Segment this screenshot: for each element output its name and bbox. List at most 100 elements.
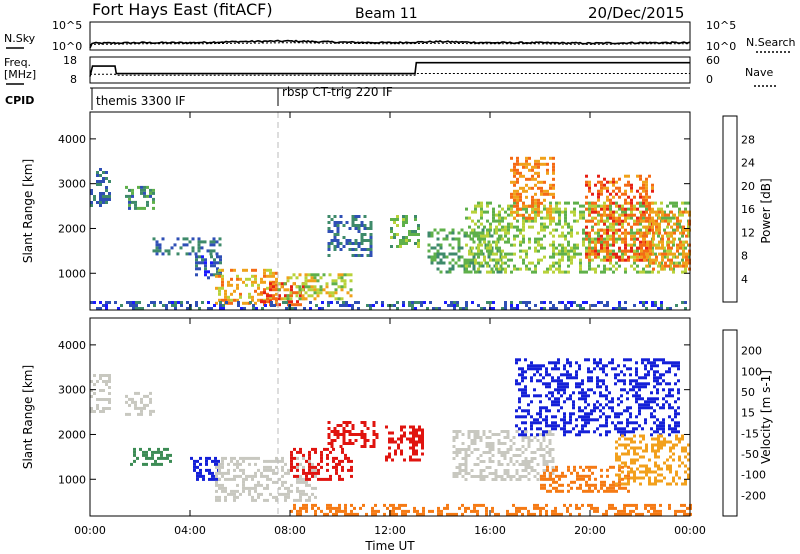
heatmap-cell [140,191,143,195]
heatmap-cell [662,361,665,365]
heatmap-cell [554,512,557,516]
heatmap-cell [169,459,172,463]
heatmap-cell [687,467,690,471]
heatmap-cell [99,174,102,177]
heatmap-cell [651,304,654,307]
velocity-cells [90,358,692,516]
heatmap-cell [557,388,560,392]
heatmap-cell [468,249,471,253]
heatmap-cell [214,477,217,481]
heatmap-cell [402,221,405,224]
heatmap-cell [461,469,465,472]
heatmap-cell [621,470,624,474]
heatmap-cell [208,477,211,481]
heatmap-cell [530,457,534,460]
heatmap-cell [668,433,671,437]
heatmap-cell [534,270,537,274]
heatmap-cell [171,301,174,304]
heatmap-cell [569,394,572,398]
heatmap-cell [669,464,672,468]
heatmap-cell [652,243,655,247]
heatmap-cell [527,445,531,448]
heatmap-cell [498,219,501,223]
heatmap-cell [676,228,679,232]
heatmap-cell [518,406,521,410]
heatmap-cell [575,503,578,507]
heatmap-cell [290,489,293,493]
heatmap-cell [338,477,341,481]
heatmap-cell [513,201,516,205]
heatmap-cell [581,388,584,392]
heatmap-cell [632,388,635,392]
heatmap-cell [575,385,578,389]
heatmap-cell [339,445,343,448]
heatmap-cell [539,415,542,419]
heatmap-cell [219,307,222,310]
heatmap-cell [198,307,201,310]
heatmap-cell [682,252,685,256]
heatmap-cell [611,397,614,401]
heatmap-cell [596,509,599,513]
heatmap-cell [527,367,530,371]
heatmap-cell [128,412,131,416]
heatmap-cell [464,472,468,475]
heatmap-cell [630,186,633,190]
heatmap-cell [673,231,676,235]
heatmap-cell [588,237,591,241]
heatmap-cell [599,403,602,407]
heatmap-cell [627,258,630,262]
heatmap-cell [90,380,93,383]
heatmap-cell [507,258,510,262]
heatmap-cell [652,210,655,214]
heatmap-cell [477,255,480,259]
heatmap-cell [296,303,299,307]
heatmap-cell [345,421,349,424]
heatmap-cell [498,249,501,253]
heatmap-cell [252,304,255,307]
heatmap-cell [591,216,594,220]
heatmap-cell [567,270,570,274]
heatmap-cell [578,415,581,419]
heatmap-cell [585,246,588,250]
heatmap-cell [530,451,534,454]
heatmap-cell [415,443,418,447]
heatmap-cell [340,285,344,289]
heatmap-cell [582,210,585,214]
heatmap-cell [218,498,221,502]
heatmap-cell [551,509,554,513]
heatmap-cell [602,412,605,416]
heatmap-cell [582,477,585,481]
heatmap-cell [677,379,680,383]
heatmap-cell [581,418,584,422]
heatmap-cell [195,258,198,262]
heatmap-cell [224,289,227,293]
heatmap-cell [158,243,162,247]
heatmap-cell [593,409,596,413]
heatmap-cell [99,204,102,207]
heatmap-cell [186,301,189,304]
heatmap-cell [301,282,305,286]
heatmap-cell [456,304,459,307]
heatmap-cell [660,261,663,265]
heatmap-cell [679,210,682,214]
heatmap-cell [672,240,675,244]
heatmap-cell [510,180,513,184]
heatmap-cell [623,373,626,377]
heatmap-cell [516,162,519,166]
heatmap-cell [630,440,633,444]
heatmap-cell [299,474,302,478]
heatmap-cell [93,410,96,413]
heatmap-cell [348,421,352,424]
heatmap-cell [167,252,171,256]
heatmap-cell [564,237,567,241]
heatmap-cell [281,492,284,496]
heatmap-cell [521,436,525,439]
heatmap-cell [308,453,311,457]
heatmap-cell [593,358,596,362]
heatmap-cell [660,301,663,304]
heatmap-cell [588,240,591,244]
heatmap-cell [516,159,519,163]
heatmap-cell [522,189,525,193]
heatmap-cell [471,301,474,304]
